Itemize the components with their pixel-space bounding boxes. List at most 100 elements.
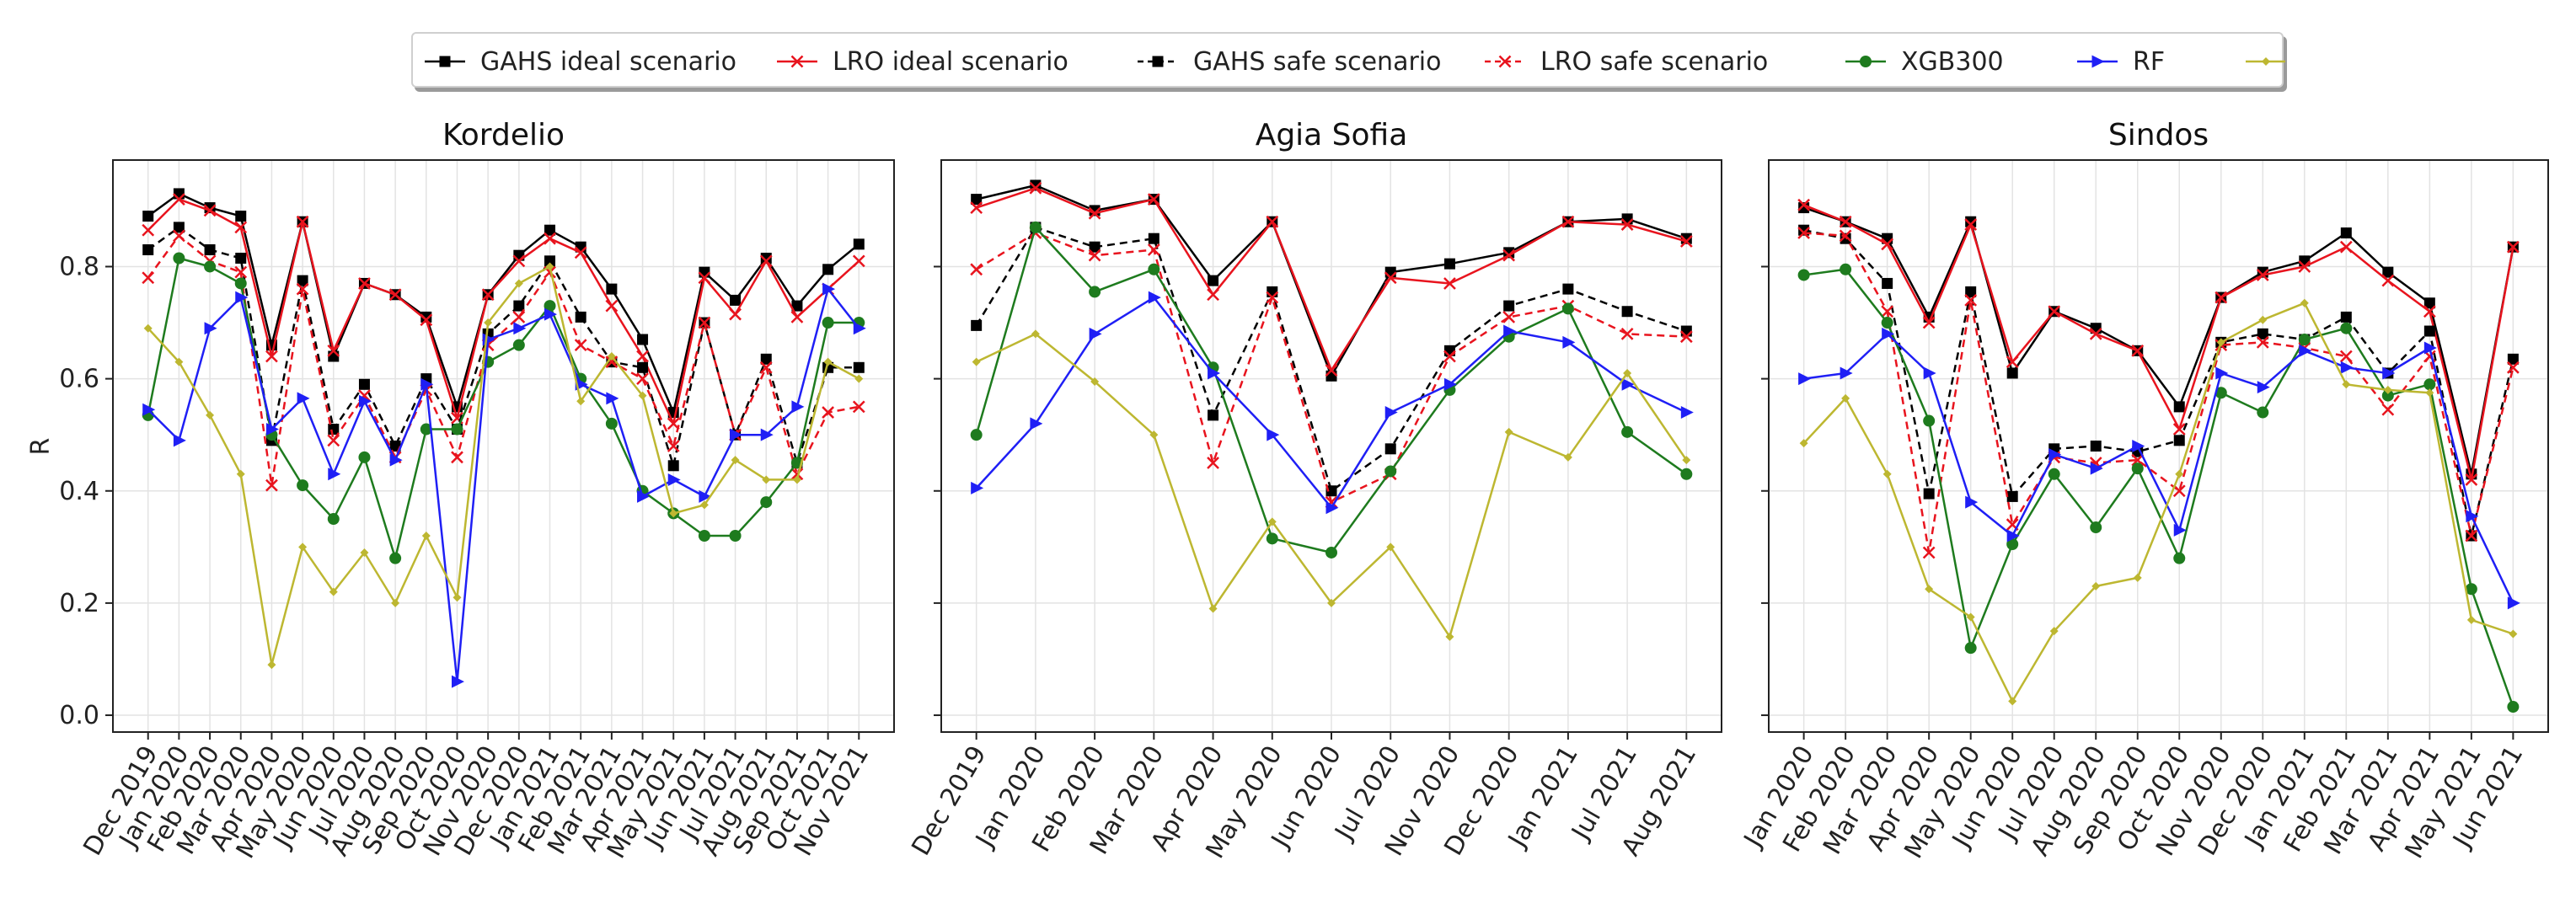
data-point (605, 299, 619, 313)
data-point (1089, 327, 1102, 340)
data-point (1840, 263, 1852, 275)
data-point (1384, 271, 1397, 285)
data-point (1562, 335, 1576, 349)
data-point (2465, 473, 2478, 486)
data-point (2507, 701, 2520, 714)
series-lro-safe-scenario (142, 229, 865, 492)
data-point (1208, 604, 1218, 613)
data-point (1267, 517, 1277, 526)
data-point (1266, 291, 1279, 304)
data-point (2381, 403, 2395, 416)
data-point (667, 473, 681, 486)
data-point (235, 211, 247, 222)
data-point (389, 453, 403, 467)
data-point (823, 357, 833, 366)
data-point (2048, 468, 2060, 480)
data-point (1561, 215, 1575, 228)
data-point (451, 423, 463, 436)
data-point (2423, 341, 2437, 355)
data-point (1088, 249, 1101, 262)
data-point (1502, 311, 1516, 323)
data-point (1148, 263, 1160, 275)
data-point (852, 400, 865, 414)
data-point (853, 238, 865, 250)
data-point (297, 275, 308, 286)
data-point (2340, 311, 2352, 323)
chart-title: Kordelio (442, 118, 565, 152)
data-point (1922, 546, 1936, 559)
data-point (1267, 428, 1280, 441)
data-point (1208, 409, 1219, 421)
plot-frame (1768, 159, 2549, 733)
data-point (1882, 327, 1895, 340)
data-point (328, 468, 341, 481)
series-line (1803, 268, 2514, 708)
data-point (638, 391, 647, 400)
data-point (358, 277, 371, 290)
data-point (544, 300, 556, 313)
data-point (1031, 329, 1040, 339)
legend-entry-lro-safe-scenario: LRO safe scenario (1485, 47, 1768, 77)
data-point (791, 300, 803, 312)
data-point (420, 423, 432, 436)
data-point (1147, 193, 1160, 206)
series-line (1803, 228, 2514, 537)
data-point (1443, 350, 1456, 363)
y-tick-label: 0.2 (59, 589, 99, 618)
data-point (235, 291, 249, 304)
data-point (605, 355, 619, 369)
data-point (329, 587, 338, 596)
data-point (453, 593, 462, 602)
data-point (544, 255, 556, 267)
data-point (2048, 447, 2062, 461)
data-point (2215, 387, 2227, 399)
data-point (1882, 469, 1892, 478)
data-point (2340, 361, 2354, 374)
data-point (358, 451, 371, 463)
data-point (1147, 243, 1160, 256)
legend-marker (2262, 57, 2270, 66)
data-point (391, 598, 400, 607)
data-point (2298, 334, 2311, 346)
data-point (142, 211, 154, 222)
series-lro-safe-scenario (1797, 227, 2520, 559)
data-point (759, 361, 773, 374)
data-point (822, 317, 834, 329)
data-point (1798, 372, 1812, 386)
legend-svg: GAHS ideal scenario LRO ideal scenario GAH… (425, 47, 2285, 77)
legend-marker (439, 56, 451, 67)
data-point (1797, 198, 1811, 211)
data-point (1445, 632, 1454, 641)
data-point (1503, 300, 1515, 312)
data-point (544, 232, 556, 245)
data-point (1965, 216, 1977, 227)
data-point (729, 530, 742, 543)
data-point (2091, 581, 2101, 591)
series-line (1803, 206, 2514, 476)
data-point (1799, 439, 1808, 448)
series-xgb300 (142, 252, 865, 564)
y-tick-label: 0.0 (59, 701, 99, 730)
series-raw (143, 262, 864, 670)
data-point (544, 307, 558, 321)
series-line (147, 198, 860, 425)
data-point (791, 400, 805, 414)
data-point (388, 288, 402, 302)
data-point (2131, 344, 2145, 357)
data-point (790, 311, 804, 323)
data-point (1841, 393, 1850, 403)
data-point (1621, 425, 1634, 438)
data-point (1089, 286, 1101, 298)
legend-entry-lro-ideal-scenario: LRO ideal scenario (777, 47, 1068, 77)
data-point (1443, 377, 1457, 391)
data-point (854, 374, 864, 383)
legend-label: GAHS safe scenario (1193, 47, 1441, 77)
series-lro-ideal-scenario (1797, 198, 2520, 486)
data-point (1966, 612, 1975, 622)
data-point (265, 478, 278, 492)
data-point (637, 334, 649, 345)
data-point (2006, 355, 2019, 369)
data-point (731, 456, 740, 465)
data-point (1925, 585, 1934, 594)
data-point (2131, 462, 2144, 475)
